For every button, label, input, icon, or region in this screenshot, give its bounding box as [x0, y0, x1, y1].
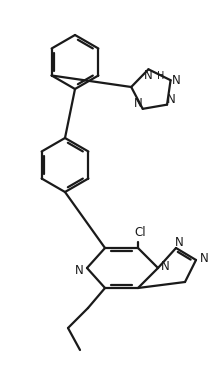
Text: N: N	[75, 263, 83, 277]
Text: N: N	[172, 74, 181, 87]
Text: N: N	[167, 93, 175, 106]
Text: N: N	[200, 252, 208, 265]
Text: N: N	[161, 259, 169, 273]
Text: N: N	[175, 235, 183, 249]
Text: N: N	[134, 97, 143, 110]
Text: H: H	[157, 71, 164, 81]
Text: N: N	[144, 69, 153, 82]
Text: Cl: Cl	[134, 226, 146, 238]
